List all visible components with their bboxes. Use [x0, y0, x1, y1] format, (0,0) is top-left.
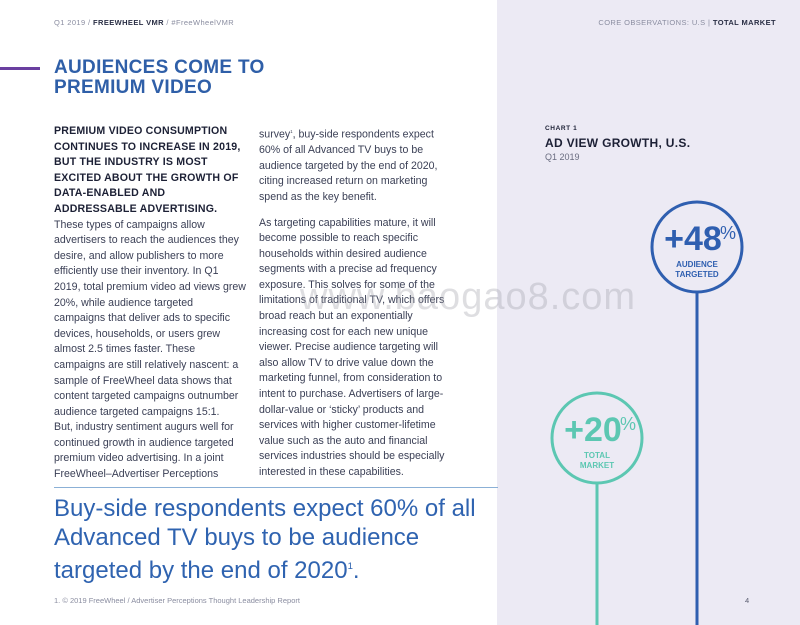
percent-sign-1: % — [720, 223, 736, 243]
bar-head-1 — [650, 200, 744, 294]
chart-subtitle: Q1 2019 — [545, 152, 580, 162]
bar-head-2 — [550, 391, 644, 485]
body-text-3: survey1, buy-side respondents expect 60%… — [259, 128, 438, 203]
body-column-2: survey1, buy-side respondents expect 60%… — [259, 124, 449, 491]
category-label-1-1: AUDIENCE — [676, 260, 718, 269]
pull-quote: Buy-side respondents expect 60% of all A… — [54, 495, 476, 584]
value-label-2: +20 — [564, 411, 622, 449]
body-column-1: PREMIUM VIDEO CONSUMPTION CONTINUES TO I… — [54, 124, 246, 483]
percent-sign-2: % — [620, 414, 636, 434]
body-text-4: As targeting capabilities mature, it wil… — [259, 216, 445, 479]
category-label-1-2: TARGETED — [675, 270, 719, 279]
value-label-1: +48 — [664, 220, 722, 258]
category-label-2-2: MARKET — [580, 461, 614, 470]
header-section: TOTAL MARKET — [712, 18, 776, 27]
divider — [54, 487, 498, 488]
header-left: Q1 2019 / FREEWHEEL VMR / #FreeWheelVMR — [54, 18, 235, 27]
chart-kicker: CHART 1 — [545, 125, 578, 132]
page-title: AUDIENCES COME TO PREMIUM VIDEO — [54, 57, 265, 98]
header-brand: FREEWHEEL VMR — [93, 18, 164, 27]
header-right: CORE OBSERVATIONS: U.S | TOTAL MARKET — [598, 18, 776, 27]
chart-panel-background — [497, 0, 800, 625]
chart-title: AD VIEW GROWTH, U.S. — [545, 136, 691, 150]
accent-rule — [0, 67, 40, 70]
page-number: 4 — [745, 596, 750, 605]
footnote: 1. © 2019 FreeWheel / Advertiser Percept… — [54, 596, 300, 605]
body-text-2: But, industry sentiment augurs well for … — [54, 421, 234, 481]
body-text-1: These types of campaigns allow advertise… — [54, 218, 246, 418]
category-label-2-1: TOTAL — [584, 451, 610, 460]
lead-paragraph: PREMIUM VIDEO CONSUMPTION CONTINUES TO I… — [54, 125, 241, 215]
